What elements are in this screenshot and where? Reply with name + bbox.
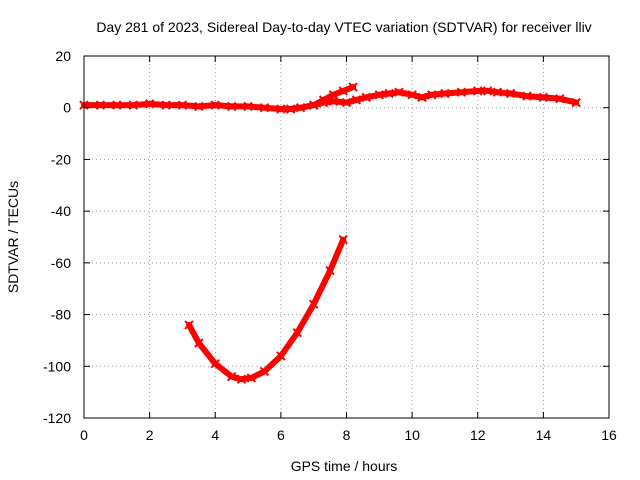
data-point xyxy=(194,101,204,112)
data-point xyxy=(95,100,106,110)
data-point xyxy=(128,100,138,110)
chart-title: Day 281 of 2023, Sidereal Day-to-day VTE… xyxy=(96,19,591,35)
x-tick-label: 0 xyxy=(80,427,88,443)
x-tick-label: 12 xyxy=(470,427,486,443)
data-point xyxy=(226,101,237,112)
data-point xyxy=(295,103,306,113)
data-point xyxy=(482,86,493,96)
data-point xyxy=(384,88,394,99)
data-point xyxy=(194,338,204,348)
data-point xyxy=(492,87,503,97)
data-point xyxy=(308,100,319,110)
data-point xyxy=(427,90,437,100)
data-point xyxy=(325,265,335,276)
x-tick-label: 8 xyxy=(343,427,351,443)
y-tick-label: -80 xyxy=(51,307,71,323)
data-point xyxy=(361,92,371,103)
tick-labels: 0 2 4 6 8 10 12 14 16 -120 -100 -80 -60 -40 -20 0 20 xyxy=(43,48,617,443)
y-tick-label: -100 xyxy=(43,358,71,374)
data-point xyxy=(407,90,417,100)
data-point xyxy=(338,234,348,245)
data-point xyxy=(276,104,286,114)
y-tick-label: -40 xyxy=(51,203,71,219)
data-point xyxy=(259,103,270,113)
data-point xyxy=(374,90,385,100)
data-point xyxy=(236,374,247,384)
x-tick-label: 14 xyxy=(536,427,552,443)
data-point xyxy=(243,101,253,112)
data-point xyxy=(177,100,188,110)
data-point xyxy=(522,91,532,101)
y-tick-label: 20 xyxy=(55,48,71,64)
x-tick-label: 16 xyxy=(601,427,617,443)
data-point xyxy=(555,93,565,104)
y-tick-label: 0 xyxy=(63,100,71,116)
data-point xyxy=(394,87,404,97)
x-tick-label: 10 xyxy=(404,427,420,443)
data-series xyxy=(79,82,581,384)
data-point xyxy=(473,86,483,96)
y-axis-label: SDTVAR / TECUs xyxy=(5,181,21,293)
data-point xyxy=(292,327,302,338)
data-point xyxy=(417,92,427,103)
data-point xyxy=(184,320,194,330)
data-point xyxy=(538,92,549,103)
x-tick-label: 4 xyxy=(211,427,219,443)
series-lower-arc xyxy=(184,234,348,384)
series-line xyxy=(186,236,347,383)
data-point xyxy=(210,100,220,110)
data-point xyxy=(571,97,581,108)
data-point xyxy=(144,99,155,109)
data-point xyxy=(210,358,220,369)
data-point xyxy=(351,95,362,105)
data-point xyxy=(308,299,319,309)
data-point xyxy=(505,88,516,99)
data-point xyxy=(341,97,352,108)
data-point xyxy=(286,104,296,114)
data-point xyxy=(328,90,339,100)
data-point xyxy=(259,366,270,377)
x-tick-label: 2 xyxy=(146,427,154,443)
data-point xyxy=(112,100,122,110)
x-tick-label: 6 xyxy=(277,427,285,443)
x-axis-label: GPS time / hours xyxy=(291,458,398,474)
data-point xyxy=(318,95,329,105)
series-main xyxy=(79,86,581,114)
data-point xyxy=(246,373,257,383)
data-point xyxy=(276,351,286,361)
data-point xyxy=(348,82,358,92)
y-tick-label: -20 xyxy=(51,151,71,167)
y-tick-label: -120 xyxy=(43,410,71,426)
data-point xyxy=(338,86,348,96)
data-point xyxy=(440,88,450,99)
data-point xyxy=(226,371,237,382)
axis-ticks xyxy=(83,55,610,419)
series-diagonal-branch xyxy=(308,82,358,110)
y-tick-label: -60 xyxy=(51,255,71,271)
data-point xyxy=(456,87,467,97)
data-point xyxy=(161,100,171,110)
